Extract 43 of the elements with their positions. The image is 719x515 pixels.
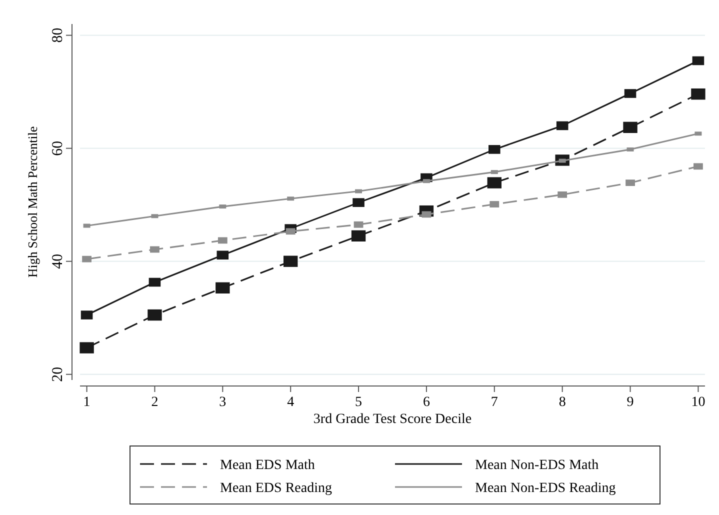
point — [691, 88, 706, 100]
x-tick-label: 6 — [422, 395, 430, 410]
point — [487, 177, 502, 188]
point — [623, 122, 638, 134]
legend-label: Mean Non-EDS Reading — [475, 481, 616, 496]
y-axis-title: High School Math Percentile — [25, 126, 40, 278]
point — [216, 282, 230, 294]
y-tick-label: 40 — [50, 254, 66, 269]
point — [80, 310, 93, 320]
point — [624, 89, 636, 98]
point — [354, 221, 364, 228]
point — [286, 228, 296, 235]
x-tick-label: 5 — [355, 395, 362, 410]
point — [352, 198, 364, 207]
point — [556, 121, 568, 130]
x-tick-label: 3 — [219, 395, 226, 410]
point — [150, 246, 160, 253]
x-tick-label: 4 — [287, 395, 294, 410]
y-tick-label: 80 — [50, 28, 66, 43]
x-tick-label: 8 — [558, 395, 566, 410]
point — [351, 230, 366, 242]
point — [558, 191, 568, 198]
x-tick-label: 1 — [83, 395, 90, 410]
x-axis-title: 3rd Grade Test Score Decile — [313, 412, 472, 427]
y-tick-label: 20 — [50, 366, 66, 382]
legend-label: Mean Non-EDS Math — [475, 458, 599, 473]
y-tick-label: 60 — [50, 140, 66, 156]
x-tick-label: 7 — [490, 395, 498, 410]
point — [284, 256, 298, 267]
point — [218, 237, 228, 244]
point — [216, 250, 229, 260]
point — [694, 163, 703, 170]
legend-label: Mean EDS Reading — [220, 481, 332, 496]
legend-label: Mean EDS Math — [220, 458, 315, 473]
point — [148, 309, 162, 321]
x-tick-label: 2 — [151, 395, 158, 410]
point — [148, 278, 161, 287]
x-tick-label: 9 — [626, 395, 634, 410]
point — [692, 56, 704, 66]
point — [82, 256, 92, 262]
x-tick-label: 10 — [691, 395, 706, 410]
point — [488, 145, 500, 154]
point — [80, 342, 94, 354]
